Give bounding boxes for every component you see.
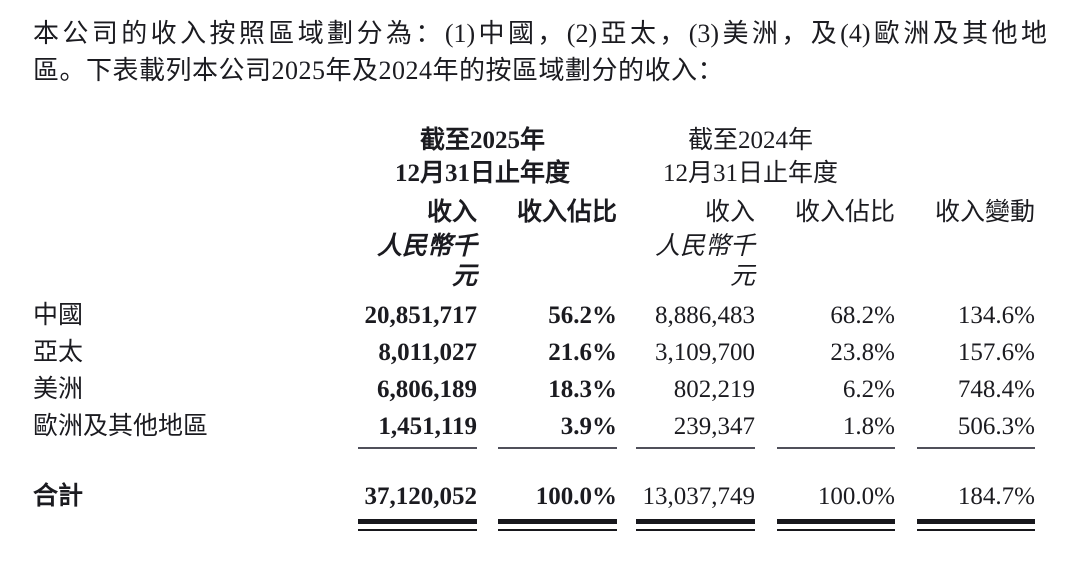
change-value: 157.6%: [957, 339, 1035, 366]
share-2025-value: 21.6%: [548, 339, 617, 366]
double-rule: [777, 519, 895, 531]
double-rule: [358, 519, 477, 531]
total-double-rule-row: [33, 519, 1035, 531]
total-row: 合計 37,120,052 100.0% 13,037,749 100.0% 1…: [33, 482, 1035, 512]
unit-row: 人民幣千元 人民幣千元: [33, 232, 1035, 292]
revenue-2024-value: 8,886,483: [655, 302, 755, 329]
change-value: 506.3%: [917, 412, 1035, 449]
header-region-spacer: [33, 198, 358, 228]
region-label: 亞太: [33, 339, 84, 366]
revenue-2024-value: 802,219: [673, 376, 755, 403]
region-label: 美洲: [33, 376, 84, 403]
double-rule: [917, 519, 1035, 531]
period-header-2025: 截至2025年 12月31日止年度: [353, 124, 612, 190]
revenue-2025-value: 8,011,027: [378, 339, 477, 366]
table-row-americas: 美洲 6,806,189 18.3% 802,219 6.2% 748.4%: [33, 375, 1035, 405]
share-2024-value: 68.2%: [830, 302, 895, 329]
table-row-china: 中國 20,851,717 56.2% 8,886,483 68.2% 134.…: [33, 301, 1035, 331]
change-value: 748.4%: [957, 376, 1035, 403]
header-share-2024: 收入佔比: [794, 199, 895, 226]
double-rule: [636, 519, 755, 531]
total-share-2024: 100.0%: [817, 483, 895, 510]
total-label: 合計: [33, 483, 84, 510]
unit-label-2024: 人民幣千元: [654, 233, 755, 290]
period-header-2024: 截至2024年 12月31日止年度: [621, 124, 880, 190]
region-label: 中國: [33, 302, 84, 329]
share-2025-value: 56.2%: [548, 302, 617, 329]
intro-line-1: 本公司的收入按照區域劃分為：(1)中國，(2)亞太，(3)美洲，及(4)歐洲及其…: [33, 19, 1047, 48]
total-revenue-2024: 13,037,749: [642, 483, 756, 510]
revenue-2025-value: 6,806,189: [377, 376, 477, 403]
revenue-2025-value: 20,851,717: [364, 302, 478, 329]
header-revenue-2025: 收入: [426, 199, 477, 226]
header-share-2025: 收入佔比: [516, 199, 617, 226]
share-2024-value: 23.8%: [830, 339, 895, 366]
unit-label-2025: 人民幣千元: [376, 233, 477, 290]
region-label: 歐洲及其他地區: [33, 413, 209, 440]
total-change: 184.7%: [957, 483, 1035, 510]
double-rule: [498, 519, 617, 531]
share-2025-value: 3.9%: [498, 412, 617, 449]
revenue-2024-value: 239,347: [636, 412, 755, 449]
intro-line-2: 區。下表載列本公司2025年及2024年的按區域劃分的收入：: [33, 56, 725, 85]
period-2024-line1: 截至2024年: [687, 127, 813, 154]
share-2025-value: 18.3%: [548, 376, 617, 403]
period-2025-line1: 截至2025年: [419, 127, 545, 154]
intro-paragraph: 本公司的收入按照區域劃分為：(1)中國，(2)亞太，(3)美洲，及(4)歐洲及其…: [33, 15, 1047, 89]
total-revenue-2025: 37,120,052: [364, 483, 478, 510]
share-2024-value: 1.8%: [777, 412, 895, 449]
header-revenue-2024: 收入: [704, 199, 755, 226]
unit-spacer: [33, 232, 358, 292]
revenue-2024-value: 3,109,700: [655, 339, 755, 366]
table-row-apac: 亞太 8,011,027 21.6% 3,109,700 23.8% 157.6…: [33, 338, 1035, 368]
change-value: 134.6%: [957, 302, 1035, 329]
column-header-row: 收入 收入佔比 收入 收入佔比 收入變動: [33, 198, 1035, 228]
share-2024-value: 6.2%: [842, 376, 895, 403]
header-revenue-change: 收入變動: [934, 199, 1035, 226]
total-share-2025: 100.0%: [535, 483, 617, 510]
period-2025-line2: 12月31日止年度: [394, 160, 570, 187]
period-2024-line2: 12月31日止年度: [662, 160, 838, 187]
revenue-2025-value: 1,451,119: [358, 412, 477, 449]
table-row-europe-other: 歐洲及其他地區 1,451,119 3.9% 239,347 1.8% 506.…: [33, 412, 1035, 449]
